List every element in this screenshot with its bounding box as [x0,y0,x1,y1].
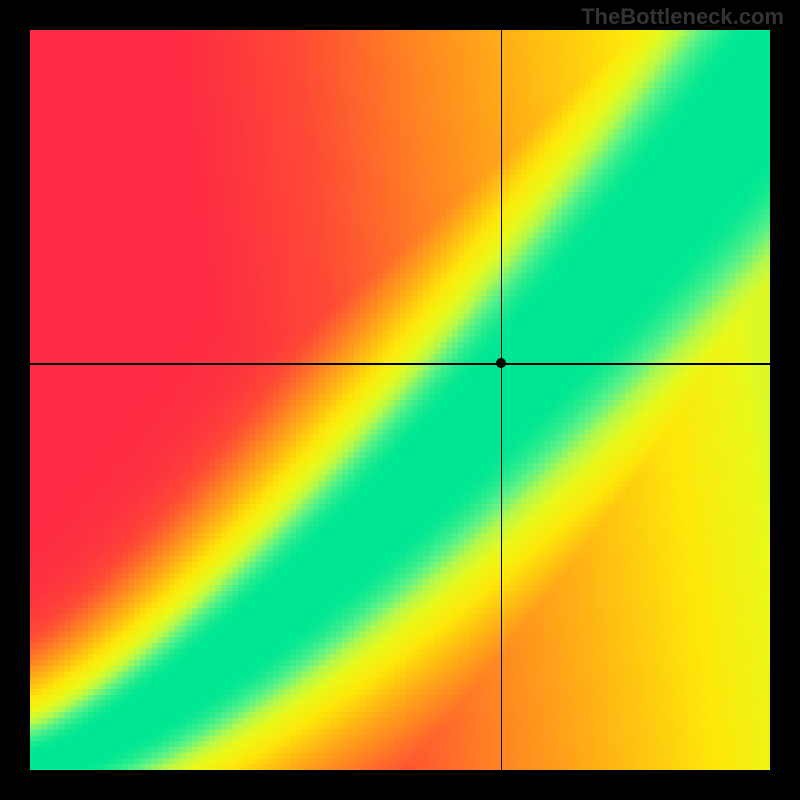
heatmap-canvas [30,30,770,770]
crosshair-horizontal [30,363,770,365]
crosshair-marker [496,358,506,368]
crosshair-vertical [501,30,503,770]
watermark: TheBottleneck.com [581,4,784,30]
heatmap-plot [30,30,770,770]
